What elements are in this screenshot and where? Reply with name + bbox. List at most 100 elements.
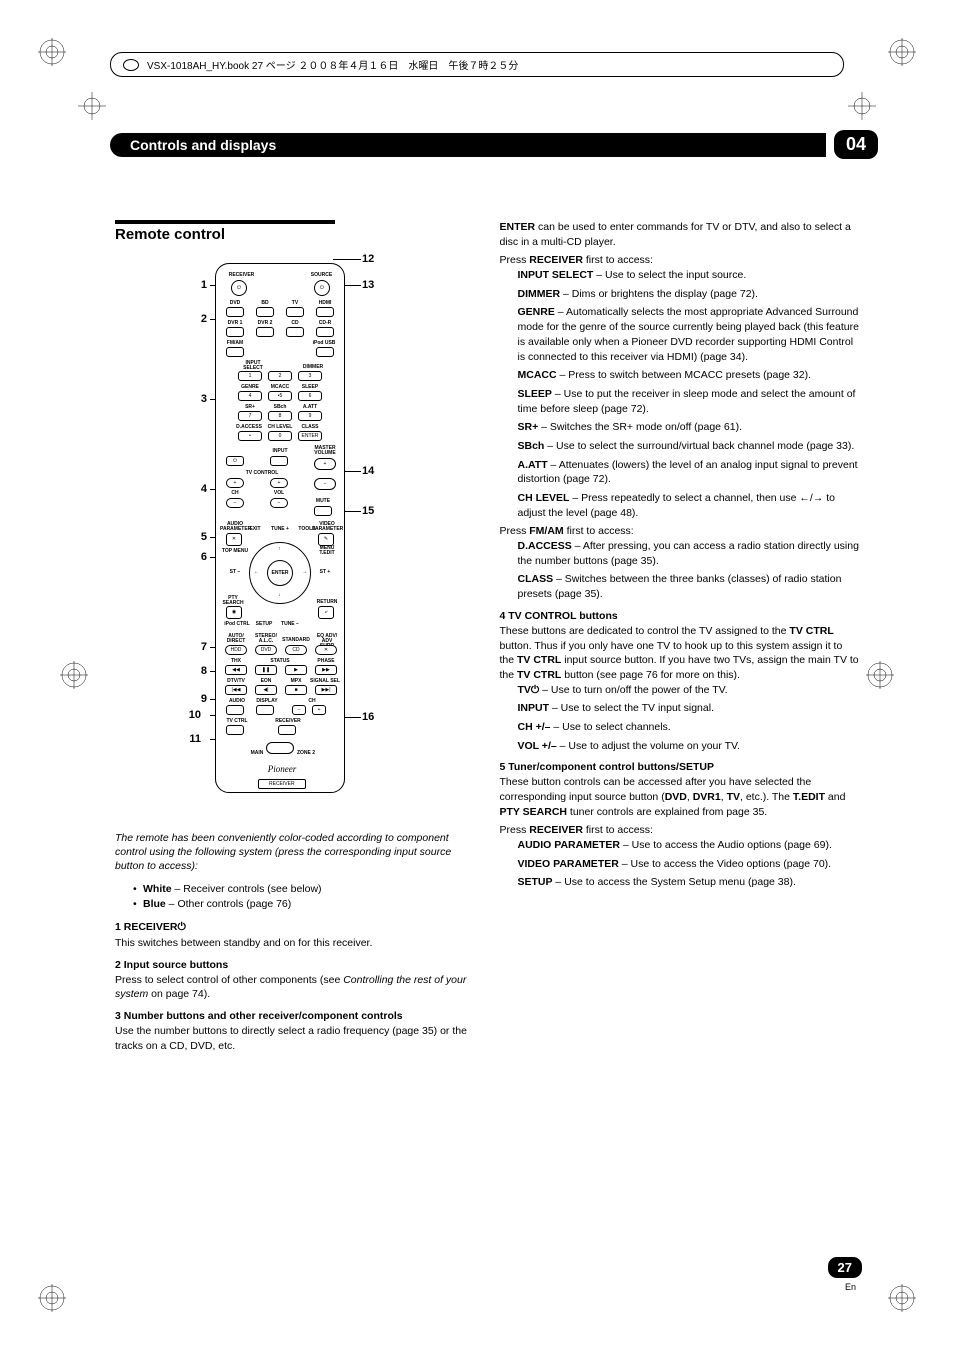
callout-2: 2 [157,313,207,325]
crop-mark-icon [60,661,88,689]
display-button[interactable] [256,705,274,715]
def-item: MCACC – Press to switch between MCACC pr… [518,368,860,383]
fmam-button[interactable] [226,347,244,357]
label-pty: PTY SEARCH [220,596,246,606]
item-1-body: This switches between standby and on for… [115,936,475,951]
brand-label: Pioneer [260,764,304,774]
num-2-button[interactable]: 2 [268,371,292,381]
master-vol-up-button[interactable]: + [314,458,336,470]
label-hdmi: HDMI [314,300,336,306]
ch-up-button[interactable]: + [312,705,326,715]
audio-button[interactable] [226,705,244,715]
item-1-head: 1 RECEIVER⏻ [115,921,475,934]
tv-vol-up-button[interactable]: + [270,478,288,488]
crop-mark-icon [78,92,106,120]
callout-1: 1 [157,279,207,291]
def-item: SETUP – Use to access the System Setup m… [518,875,860,890]
label-thx: THX [226,658,246,664]
callout-14: 14 [362,465,412,477]
dvr2-button[interactable] [256,327,274,337]
mute-button[interactable] [314,506,332,516]
bd-button[interactable] [256,307,274,317]
ipod-button[interactable] [316,347,334,357]
tv-vol-dn-button[interactable]: − [270,498,288,508]
cd2-button[interactable]: CD [285,645,307,655]
tv-ch-dn-button[interactable]: − [226,498,244,508]
num-3-button[interactable]: 3 [298,371,322,381]
label-eon: EON [256,678,276,684]
tvctrl-button[interactable] [226,725,244,735]
page-number: 27 [828,1257,862,1278]
tv-input-button[interactable] [270,456,288,466]
press-receiver-text: Press RECEIVER first to access: [500,253,860,268]
num-6-button[interactable]: 6 [298,391,322,401]
return-button[interactable]: ⤶ [318,606,334,619]
num-dot-button[interactable]: • [238,431,262,441]
dvr1-button[interactable] [226,327,244,337]
num-4-button[interactable]: 4 [238,391,262,401]
tv-power-button[interactable]: ⏻ [226,456,244,466]
hdd-button[interactable]: HDD [225,645,247,655]
ch-dn-button[interactable]: − [292,705,306,715]
num-9-button[interactable]: 9 [298,411,322,421]
master-vol-dn-button[interactable]: − [314,478,336,490]
rew-button[interactable]: ◀◀ [225,665,247,675]
def-item: AUDIO PARAMETER – Use to access the Audi… [518,838,860,853]
advsurr-button[interactable]: ✕ [315,645,337,655]
source-power-button[interactable]: ⏻ [314,280,330,296]
stop-button[interactable]: ■ [285,685,307,695]
audio-param-button[interactable]: ✕ [226,533,242,546]
hdmi-button[interactable] [316,307,334,317]
book-header-text: VSX-1018AH_HY.book 27 ページ ２００８年４月１６日 水曜日… [147,57,518,72]
dpad[interactable]: ENTER ↑ ↓ ← → [249,542,311,604]
label-setup: SETUP [252,621,276,627]
pause-button[interactable]: ❚❚ [255,665,277,675]
num-0-button[interactable]: 0 [268,431,292,441]
num-8-button[interactable]: 8 [268,411,292,421]
dvd2-button[interactable]: DVD [255,645,277,655]
label-sbch: SBch [268,404,292,410]
callout-5: 5 [157,531,207,543]
cdr-button[interactable] [316,327,334,337]
remote-diagram: 1 2 3 4 5 6 7 8 9 10 11 12 13 14 15 16 [115,253,435,823]
cd-button[interactable] [286,327,304,337]
prev-button[interactable]: |◀◀ [225,685,247,695]
page-lang: En [845,1282,856,1292]
tv-button[interactable] [286,307,304,317]
slow-rev-button[interactable]: ◀| [255,685,277,695]
caption-text: The remote has been conveniently color-c… [115,831,475,874]
enter-button[interactable]: ENTER [267,560,293,586]
zone-button[interactable] [266,742,294,754]
label-tv-control: TV CONTROL [232,470,292,476]
def-list-fmam: D.ACCESS – After pressing, you can acces… [518,539,860,602]
ff-button[interactable]: ▶▶ [315,665,337,675]
crop-mark-icon [38,38,66,66]
next-button[interactable]: ▶▶| [315,685,337,695]
pty-search-button[interactable]: ◉ [226,606,242,619]
dvd-button[interactable] [226,307,244,317]
enter-small-button[interactable]: ENTER [298,431,322,441]
label-audio2: AUDIO [226,698,248,704]
num-5-button[interactable]: •5 [268,391,292,401]
label-display: DISPLAY [254,698,280,704]
label-ipod: iPod USB [310,340,338,346]
num-1-button[interactable]: 1 [238,371,262,381]
def-item: VIDEO PARAMETER – Use to access the Vide… [518,857,860,872]
crop-mark-icon [38,1284,66,1312]
play-button[interactable]: ▶ [285,665,307,675]
label-tune-p: TUNE + [266,526,294,532]
press-receiver2-text: Press RECEIVER first to access: [500,823,860,838]
receiver-power-button[interactable]: ⏻ [231,280,247,296]
list-item: Blue – Other controls (page 76) [133,897,475,913]
label-top-menu: TOP MENU [220,548,250,554]
tv-ch-up-button[interactable]: + [226,478,244,488]
book-header: VSX-1018AH_HY.book 27 ページ ２００８年４月１６日 水曜日… [110,52,844,77]
num-7-button[interactable]: 7 [238,411,262,421]
item-4-body: These buttons are dedicated to control t… [500,624,860,683]
receiver-button[interactable] [278,725,296,735]
label-mute: MUTE [312,498,334,504]
chapter-bar: Controls and displays 04 [110,130,878,159]
callout-4: 4 [157,483,207,495]
label-class: CLASS [298,424,322,430]
def-item: DIMMER – Dims or brightens the display (… [518,287,860,302]
